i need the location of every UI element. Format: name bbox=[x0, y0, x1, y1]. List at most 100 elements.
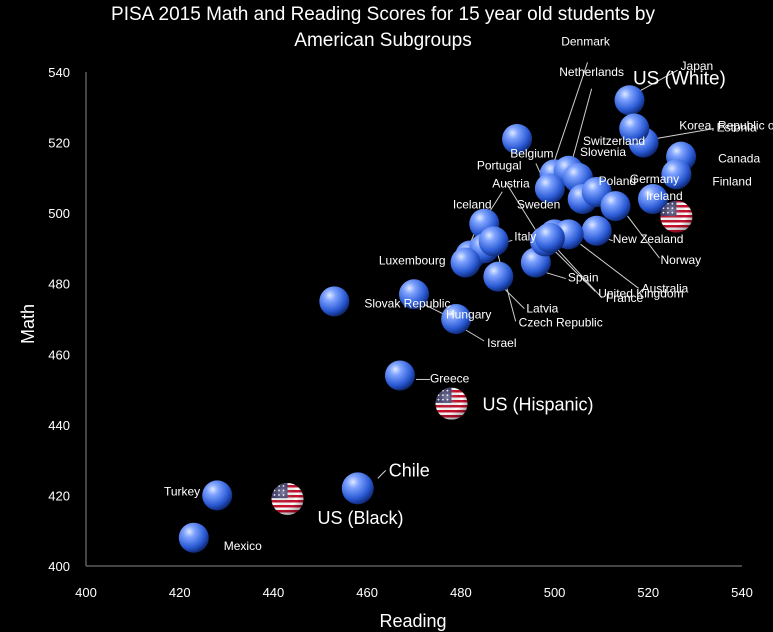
y-tick-label: 460 bbox=[48, 347, 70, 362]
label-slovenia: Slovenia bbox=[580, 145, 626, 159]
leader-hungary bbox=[423, 303, 445, 315]
chart-title-line-1: PISA 2015 Math and Reading Scores for 15… bbox=[111, 4, 655, 25]
label-poland: Poland bbox=[599, 174, 636, 188]
chart-title-line-2: American Subgroups bbox=[294, 30, 471, 51]
label-korea-republic-of: Korea, Republic of bbox=[679, 118, 773, 132]
y-tick-label: 520 bbox=[48, 136, 70, 151]
x-tick-label: 400 bbox=[75, 585, 97, 600]
point-france bbox=[534, 222, 565, 253]
y-tick-label: 480 bbox=[48, 277, 70, 292]
x-tick-label: 540 bbox=[731, 585, 753, 600]
point-japan bbox=[614, 85, 645, 116]
point-us-white bbox=[660, 200, 693, 233]
y-tick-label: 540 bbox=[48, 65, 70, 80]
label-mexico: Mexico bbox=[224, 539, 262, 553]
label-us-black: US (Black) bbox=[317, 508, 403, 528]
label-portugal: Portugal bbox=[477, 158, 522, 172]
label-sweden: Sweden bbox=[517, 197, 560, 211]
point-hungary bbox=[399, 279, 429, 310]
x-axis-label: Reading bbox=[379, 611, 446, 631]
x-tick-label: 520 bbox=[637, 585, 659, 600]
point-czech-republic bbox=[478, 226, 509, 257]
leader-israel bbox=[463, 328, 485, 342]
label-slovak-republic: Slovak Republic bbox=[364, 296, 450, 310]
label-hungary: Hungary bbox=[446, 307, 491, 321]
point-belgium bbox=[534, 173, 565, 204]
point-latvia bbox=[483, 261, 514, 292]
point-new-zealand bbox=[581, 215, 612, 246]
leader-estonia bbox=[655, 128, 714, 140]
point-luxembourg bbox=[450, 247, 481, 278]
label-netherlands: Netherlands bbox=[559, 65, 624, 79]
data-points bbox=[178, 85, 697, 553]
y-tick-label: 440 bbox=[48, 418, 70, 433]
y-tick-label: 420 bbox=[48, 488, 70, 503]
point-finland bbox=[661, 159, 692, 190]
axes bbox=[85, 72, 742, 567]
label-israel: Israel bbox=[487, 336, 516, 350]
point-turkey bbox=[202, 480, 233, 511]
x-tick-label: 480 bbox=[450, 585, 472, 600]
point-us-hispanic bbox=[435, 387, 468, 420]
label-us-white: US (White) bbox=[633, 69, 726, 90]
point-greece bbox=[384, 360, 415, 391]
label-iceland: Iceland bbox=[453, 197, 492, 211]
label-australia: Australia bbox=[642, 281, 689, 295]
label-japan: Japan bbox=[681, 59, 714, 73]
leader-austria bbox=[487, 191, 503, 214]
point-norway bbox=[600, 191, 631, 222]
label-united-kingdom: United Kingdom bbox=[598, 286, 683, 300]
y-tick-labels: 400 420 440 460 480 500 520 540 bbox=[48, 65, 70, 574]
leader-australia bbox=[580, 243, 639, 289]
x-tick-label: 440 bbox=[263, 585, 285, 600]
leader-portugal bbox=[504, 181, 536, 230]
label-france: France bbox=[606, 291, 644, 305]
point-switzerland bbox=[502, 124, 533, 155]
label-chile: Chile bbox=[389, 460, 430, 480]
point-us-black bbox=[271, 482, 304, 515]
label-belgium: Belgium bbox=[510, 146, 553, 160]
point-slovak-republic bbox=[319, 286, 350, 317]
label-canada: Canada bbox=[718, 152, 760, 166]
leader-france bbox=[557, 249, 603, 299]
x-tick-label: 420 bbox=[169, 585, 191, 600]
label-denmark: Denmark bbox=[561, 34, 611, 48]
leader-chile bbox=[377, 470, 387, 479]
y-tick-label: 400 bbox=[48, 559, 70, 574]
y-axis-label: Math bbox=[18, 304, 38, 344]
label-luxembourg: Luxembourg bbox=[379, 254, 446, 268]
label-italy: Italy bbox=[514, 229, 536, 243]
leader-netherlands bbox=[572, 88, 593, 159]
label-austria: Austria bbox=[492, 177, 530, 191]
label-czech-republic: Czech Republic bbox=[519, 315, 603, 329]
x-tick-label: 460 bbox=[356, 585, 378, 600]
y-tick-label: 500 bbox=[48, 206, 70, 221]
leader-spain bbox=[545, 272, 566, 280]
point-chile bbox=[341, 472, 374, 505]
label-us-hispanic: US (Hispanic) bbox=[482, 395, 593, 415]
leader-denmark bbox=[554, 62, 589, 161]
label-turkey: Turkey bbox=[164, 484, 200, 498]
point-mexico bbox=[178, 522, 209, 553]
label-new-zealand: New Zealand bbox=[613, 232, 684, 246]
label-switzerland: Switzerland bbox=[583, 134, 645, 148]
label-germany: Germany bbox=[630, 172, 679, 186]
point-ireland bbox=[637, 184, 668, 215]
label-greece: Greece bbox=[430, 371, 470, 385]
point-korea-republic-of bbox=[619, 113, 650, 144]
label-estonia: Estonia bbox=[717, 121, 757, 135]
label-ireland: Ireland bbox=[646, 189, 683, 203]
x-tick-label: 500 bbox=[544, 585, 566, 600]
label-norway: Norway bbox=[660, 253, 701, 267]
leader-united-kingdom bbox=[554, 251, 596, 292]
point-israel bbox=[441, 304, 472, 334]
label-spain: Spain bbox=[568, 271, 599, 285]
leader-norway bbox=[627, 215, 660, 259]
x-tick-labels: 400 420 440 460 480 500 520 540 bbox=[75, 585, 753, 600]
leader-japan bbox=[637, 69, 678, 93]
label-latvia: Latvia bbox=[526, 302, 558, 316]
label-finland: Finland bbox=[712, 174, 751, 188]
